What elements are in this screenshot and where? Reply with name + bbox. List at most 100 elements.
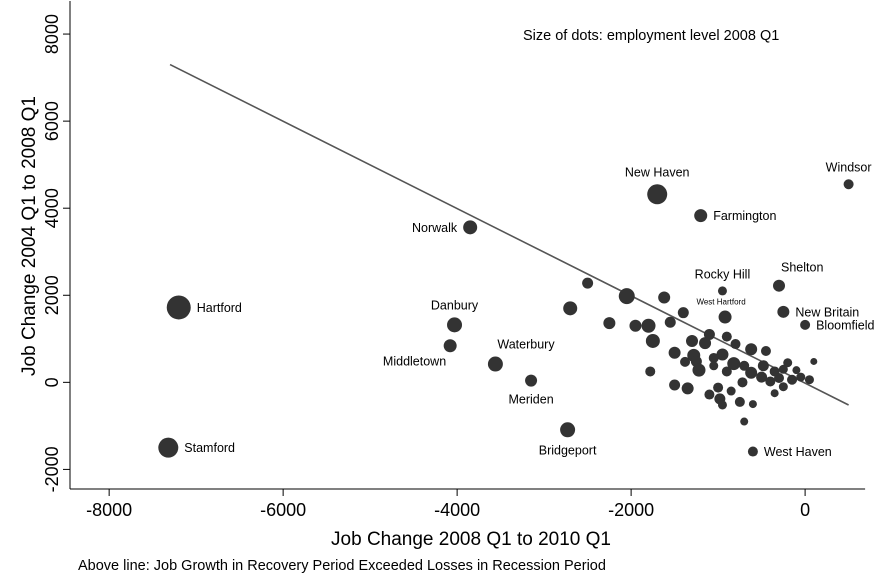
data-point: [677, 307, 689, 319]
data-point-middletown: [443, 339, 457, 353]
y-tick-label: 0: [42, 377, 62, 387]
data-point: [692, 363, 706, 377]
data-point-bloomfield: [800, 319, 811, 330]
data-point: [686, 334, 699, 347]
point-label-farmington: Farmington: [713, 209, 776, 223]
data-point: [681, 382, 694, 395]
fit-line: [169, 63, 849, 406]
data-point: [641, 318, 656, 333]
data-point-danbury: [447, 317, 463, 333]
y-tick-label: 6000: [42, 101, 62, 141]
data-point: [664, 316, 676, 328]
point-label-stamford: Stamford: [184, 441, 235, 455]
y-tick-label: 2000: [42, 275, 62, 315]
x-axis-title: Job Change 2008 Q1 to 2010 Q1: [331, 529, 611, 550]
data-point: [699, 337, 712, 350]
data-point: [804, 375, 814, 385]
data-point: [765, 376, 776, 387]
data-point: [756, 371, 768, 383]
point-labels: Windsor New Haven Farmington Norwalk Rocky H…: [184, 160, 874, 459]
point-label-waterbury: Waterbury: [497, 338, 555, 352]
x-ticks: -8000 -6000 -4000 -2000 0: [86, 489, 810, 520]
size-note: Size of dots: employment level 2008 Q1: [523, 28, 779, 44]
data-point: [778, 364, 788, 374]
data-point-shelton: [773, 279, 786, 292]
axes: [69, 1, 866, 490]
data-point-bridgeport: [560, 422, 576, 438]
data-point: [669, 379, 681, 391]
point-label-west-haven: West Haven: [764, 445, 832, 459]
data-point-west-haven: [747, 446, 758, 457]
footnote: Above line: Job Growth in Recovery Perio…: [78, 558, 606, 574]
x-tick-label: -2000: [608, 500, 654, 520]
data-point: [721, 331, 732, 342]
point-label-rocky-hill: Rocky Hill: [695, 267, 751, 281]
data-point: [778, 382, 788, 392]
data-point-rocky-hill: [717, 286, 727, 296]
data-point: [734, 396, 745, 407]
point-label-west-hartford: West Hartford: [696, 298, 745, 307]
data-point-farmington: [694, 209, 708, 223]
x-tick-label: -6000: [260, 500, 306, 520]
data-point: [708, 352, 719, 363]
data-point: [645, 333, 660, 348]
data-point: [810, 357, 818, 365]
point-label-windsor: Windsor: [826, 160, 872, 174]
data-point: [603, 317, 616, 330]
x-tick-label: -4000: [434, 500, 480, 520]
point-label-hartford: Hartford: [197, 301, 242, 315]
data-point: [713, 382, 724, 393]
data-point: [792, 366, 801, 375]
data-point: [726, 386, 736, 396]
y-axis-title: Job Change 2004 Q1 to 2008 Q1: [19, 96, 40, 376]
point-label-bridgeport: Bridgeport: [539, 443, 597, 457]
data-point: [582, 277, 594, 289]
data-point: [680, 356, 691, 367]
data-point: [618, 288, 635, 305]
data-point-norwalk: [463, 220, 478, 235]
data-point: [563, 301, 578, 316]
data-point: [783, 358, 793, 368]
data-point: [796, 372, 806, 382]
data-point: [739, 360, 750, 371]
data-point-west-hartford: [718, 310, 732, 324]
data-point-new-haven: [647, 184, 668, 205]
data-point: [748, 400, 757, 409]
data-point: [745, 366, 758, 379]
data-point: [730, 339, 741, 350]
data-point: [668, 346, 681, 359]
point-label-bloomfield: Bloomfield: [816, 318, 874, 332]
data-point: [745, 343, 758, 356]
data-point: [770, 389, 779, 398]
point-label-new-britain: New Britain: [795, 305, 859, 319]
data-point: [716, 348, 729, 361]
point-label-norwalk: Norwalk: [412, 221, 458, 235]
y-tick-label: -2000: [42, 446, 62, 492]
data-point: [721, 366, 732, 377]
data-point: [703, 328, 715, 340]
point-label-shelton: Shelton: [781, 261, 823, 275]
y-tick-label: 4000: [42, 188, 62, 228]
data-point: [740, 417, 749, 426]
y-tick-label: 8000: [42, 14, 62, 54]
data-point-stamford: [158, 437, 179, 458]
data-point: [727, 357, 741, 371]
data-points: [158, 179, 854, 458]
data-point: [774, 372, 785, 383]
data-point: [645, 366, 656, 377]
data-point-hartford: [166, 295, 191, 320]
point-label-new-haven: New Haven: [625, 165, 690, 179]
data-point: [709, 361, 719, 371]
x-tick-label: -8000: [86, 500, 132, 520]
data-point: [737, 377, 748, 388]
data-point: [760, 345, 771, 356]
data-point: [757, 360, 769, 372]
data-point: [787, 374, 798, 385]
data-point: [704, 389, 715, 400]
data-point: [658, 291, 671, 304]
data-point-meriden: [525, 374, 538, 387]
data-point-new-britain: [777, 305, 790, 318]
point-label-meriden: Meriden: [508, 393, 553, 407]
data-point: [629, 319, 642, 332]
